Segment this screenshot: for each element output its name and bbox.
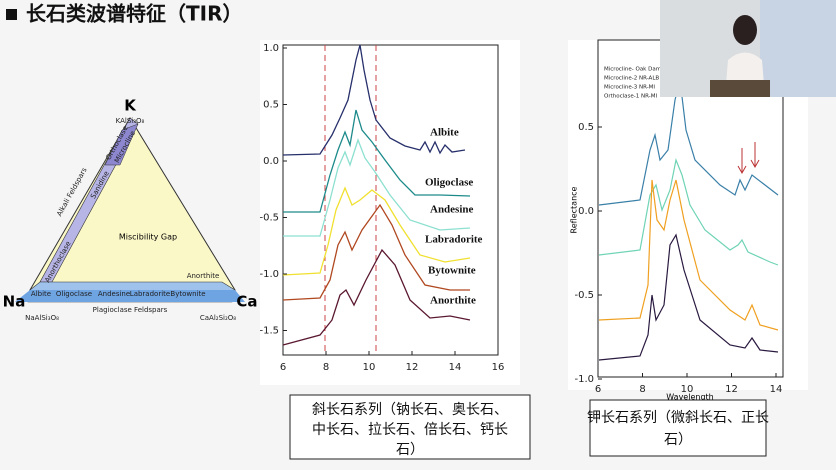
series-label: Oligoclase	[425, 177, 473, 189]
member: Bytownite	[170, 290, 205, 298]
x-tick-label: 6	[280, 362, 286, 373]
member: Oligoclase	[56, 290, 92, 298]
member: Andesine	[98, 290, 130, 298]
y-tick-label: -1.5	[259, 326, 279, 337]
podium	[710, 80, 770, 97]
x-axis-label: Wavelength	[666, 393, 713, 402]
x-tick-label: 6	[595, 384, 601, 395]
x-tick-label: 12	[725, 384, 738, 395]
member: Albite	[31, 290, 51, 298]
series-label: Albite	[430, 127, 459, 139]
title: 长石类波谱特征（TIR）	[26, 2, 242, 26]
arrows	[737, 142, 760, 175]
ternary-diagram: K KAlSi₃O₈ Na Ca NaAlSi₃O₈ CaAl₂Si₂O₈ Pl…	[3, 97, 258, 323]
speaker-head	[733, 15, 757, 45]
series-label: Labradorite	[425, 234, 483, 246]
y-tick-label: 0.5	[578, 122, 594, 133]
x-tick-label: 8	[639, 384, 645, 395]
caption: 石）	[396, 442, 424, 458]
legend-entry: Microcline-2 NR-ALB	[604, 76, 659, 82]
spectrum-line	[598, 233, 779, 361]
caption: 斜长石系列（钠长石、奥长石、	[312, 401, 508, 418]
y-tick-label: 0.0	[578, 206, 594, 217]
caption: 钾长石系列（微斜长石、正长	[587, 410, 769, 426]
caption-box	[289, 394, 531, 460]
series-label: Bytownite	[428, 265, 476, 277]
y-axis-label: Reflectance	[570, 186, 579, 233]
plagioclase-chart: Albite Oligoclase Andesine Labradorite B…	[259, 40, 520, 385]
na-formula: NaAlSi₃O₈	[25, 314, 59, 322]
caption: 中长石、拉长石、倍长石、钙长	[312, 422, 508, 438]
spectrum-line	[282, 44, 466, 156]
series-label: Anorthite	[430, 295, 476, 307]
legend-entry: Orthoclase-1 NR-MI	[604, 94, 657, 100]
member: Labradorite	[130, 290, 170, 298]
orthoclase-area	[104, 123, 139, 166]
spectrum-line	[282, 248, 471, 346]
bullet	[6, 9, 17, 20]
ca-formula: CaAl₂Si₂O₈	[200, 314, 236, 322]
y-tick-label: 0.5	[263, 100, 279, 111]
x-tick-label: 14	[449, 362, 462, 373]
caption: 石）	[664, 432, 692, 448]
y-tick-label: -0.5	[574, 290, 594, 301]
y-tick-label: -0.5	[259, 213, 279, 224]
screen	[760, 0, 836, 97]
series-label: Andesine	[430, 204, 474, 216]
base-band	[15, 290, 245, 302]
y-tick-label: 1.0	[263, 43, 279, 54]
vertex-ca: Ca	[236, 293, 257, 311]
vertex-na: Na	[3, 293, 26, 311]
member: Anorthite	[187, 272, 220, 280]
plot-frame	[282, 44, 499, 356]
spectrum-line	[282, 203, 470, 301]
plagioclase-label: Plagioclase Feldspars	[93, 306, 168, 314]
spectrum-line	[283, 109, 471, 213]
x-tick-label: 10	[363, 362, 376, 373]
y-tick-label: -1.0	[574, 374, 594, 385]
vertex-k: K	[124, 97, 137, 115]
x-tick-label: 14	[770, 384, 783, 395]
x-tick-label: 12	[406, 362, 419, 373]
y-tick-label: -1.0	[259, 269, 279, 280]
legend-entry: Microcline- Oak Dam	[604, 67, 661, 73]
legend-entry: Microcline-3 NR-MI	[604, 85, 655, 91]
x-tick-label: 8	[323, 362, 329, 373]
x-tick-label: 16	[492, 362, 505, 373]
spectrum-line	[283, 138, 471, 237]
caption-box	[589, 399, 767, 457]
kfeldspar-chart: Microcline- Oak Dam Microcline-2 NR-ALB …	[568, 39, 808, 402]
k-formula: KAlSi₃O₈	[116, 117, 145, 125]
chart-panel	[568, 40, 808, 390]
y-tick-label: 0.0	[263, 156, 279, 167]
spectrum-line	[598, 79, 779, 206]
x-tick-label: 10	[681, 384, 694, 395]
video-inset	[660, 0, 836, 97]
gap-label: Miscibility Gap	[119, 233, 177, 242]
spectrum-line	[598, 179, 779, 331]
spectrum-line	[282, 186, 471, 276]
